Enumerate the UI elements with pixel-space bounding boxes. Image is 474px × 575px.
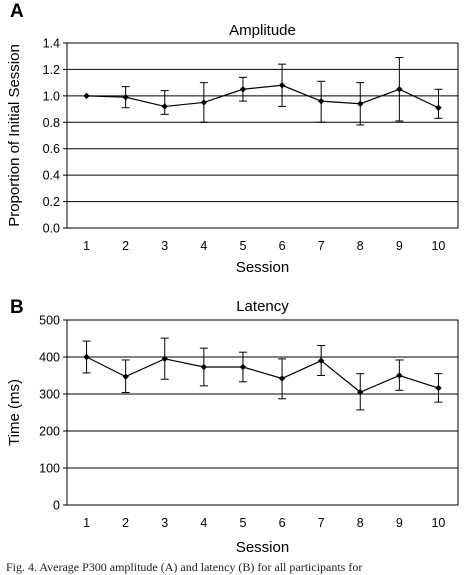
x-tick-label: 3: [161, 239, 168, 253]
x-tick-label: 9: [396, 516, 403, 530]
x-tick-label: 10: [431, 516, 445, 530]
x-tick-label: 5: [239, 516, 246, 530]
data-point: [278, 82, 286, 89]
x-tick-label: 2: [122, 516, 129, 530]
x-tick-label: 2: [122, 239, 129, 253]
x-tick-label: 6: [279, 239, 286, 253]
data-point: [239, 86, 247, 93]
y-tick-label: 1.0: [43, 89, 60, 103]
data-point: [239, 363, 247, 371]
x-tick-label: 7: [318, 516, 325, 530]
y-tick-label: 0.2: [43, 195, 60, 209]
x-tick-label: 5: [239, 239, 246, 253]
data-point: [200, 99, 208, 106]
y-tick-label: 1.2: [43, 63, 60, 77]
data-point: [435, 104, 442, 111]
y-tick-label: 500: [39, 314, 60, 328]
panel-label: A: [10, 1, 24, 22]
y-axis-label: Proportion of Initial Session: [6, 44, 23, 227]
x-tick-label: 9: [396, 239, 403, 253]
data-point: [161, 103, 168, 110]
y-tick-label: 0.8: [43, 116, 60, 130]
x-tick-label: 6: [279, 516, 286, 530]
series-line: [86, 356, 439, 393]
panel-b: B Latency 0 100 200 300 400 500 1 2 3 4 5 6 7 8 9 10 Sessi…: [6, 297, 459, 556]
plot-frame: [66, 42, 459, 229]
y-tick-label: 100: [39, 462, 60, 476]
data-point: [122, 93, 129, 101]
y-tick-label: 0.6: [43, 142, 60, 156]
data-point: [278, 375, 286, 382]
data-point: [396, 86, 403, 93]
data-point: [357, 100, 364, 107]
y-tick-label: 0.4: [43, 169, 60, 183]
panel-label: B: [10, 297, 24, 318]
data-point: [435, 384, 442, 392]
x-axis-label: Session: [236, 259, 289, 276]
data-point: [161, 355, 168, 363]
panel-a: A Amplitude 0.0 0.2 0.4 0.6 0.8 1.0 1.2 1.4 1 2 3 4 5 6…: [6, 1, 459, 276]
x-tick-label: 8: [357, 239, 364, 253]
x-tick-label: 1: [83, 516, 90, 530]
data-point: [317, 357, 325, 364]
x-tick-label: 10: [431, 239, 445, 253]
y-tick-label: 0: [53, 499, 60, 513]
data-point: [357, 388, 364, 396]
data-point: [122, 373, 129, 380]
figure-caption: Fig. 4. Average P300 amplitude (A) and l…: [6, 560, 363, 574]
y-tick-label: 1.4: [43, 37, 60, 51]
x-tick-label: 4: [200, 239, 207, 253]
data-point: [83, 353, 90, 361]
y-tick-label: 400: [39, 351, 60, 365]
data-point: [317, 97, 325, 105]
data-point: [396, 372, 403, 379]
y-tick-label: 0.0: [43, 222, 60, 236]
data-point: [200, 363, 208, 371]
x-tick-label: 1: [83, 239, 90, 253]
y-axis-label: Time (ms): [6, 379, 23, 446]
x-tick-label: 8: [357, 516, 364, 530]
data-point: [83, 92, 90, 100]
y-tick-label: 300: [39, 388, 60, 402]
chart-title: Latency: [236, 298, 289, 315]
x-axis-label: Session: [236, 539, 289, 556]
chart-title: Amplitude: [229, 22, 296, 39]
y-tick-label: 200: [39, 425, 60, 439]
x-tick-label: 7: [318, 239, 325, 253]
x-tick-label: 4: [200, 516, 207, 530]
plot-frame: [66, 319, 459, 506]
x-tick-label: 3: [161, 516, 168, 530]
series-line: [86, 84, 439, 109]
